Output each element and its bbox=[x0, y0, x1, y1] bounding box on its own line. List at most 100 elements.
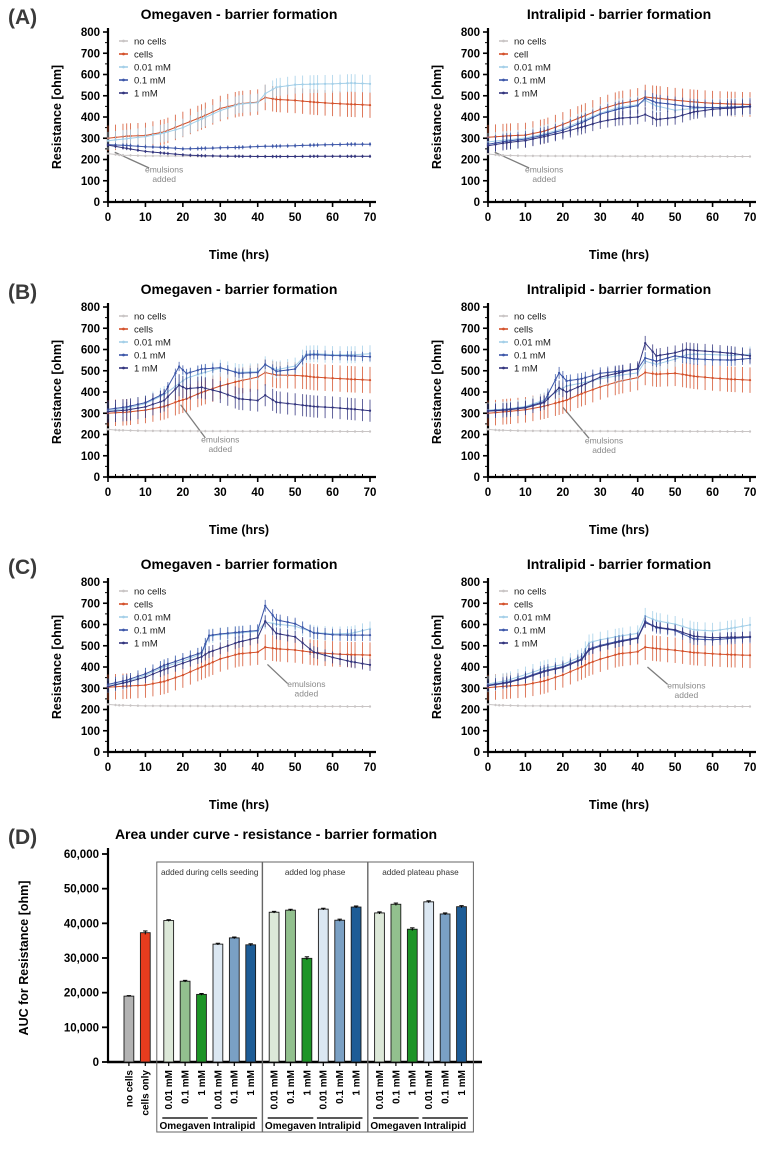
svg-text:300: 300 bbox=[81, 683, 100, 695]
svg-text:0: 0 bbox=[485, 212, 491, 224]
svg-text:0.01 mM: 0.01 mM bbox=[134, 613, 171, 624]
svg-text:30: 30 bbox=[594, 212, 607, 224]
svg-text:0: 0 bbox=[93, 1057, 99, 1069]
svg-text:400: 400 bbox=[461, 662, 480, 674]
svg-text:50: 50 bbox=[289, 487, 302, 499]
svg-text:100: 100 bbox=[461, 176, 480, 188]
chart-container-intralipid-b: Intralipid - barrier formation Resistance… bbox=[428, 279, 772, 546]
series-no-cells bbox=[486, 428, 752, 433]
svg-text:0.01 mM: 0.01 mM bbox=[424, 1070, 435, 1109]
chart-title: Intralipid - barrier formation bbox=[527, 556, 711, 572]
svg-text:700: 700 bbox=[81, 323, 100, 335]
svg-text:600: 600 bbox=[81, 70, 100, 82]
svg-text:20,000: 20,000 bbox=[64, 988, 99, 1000]
svg-text:0.01 mM: 0.01 mM bbox=[375, 1070, 386, 1109]
axes bbox=[483, 28, 756, 207]
phase-label: added plateau phase bbox=[382, 868, 459, 877]
svg-text:30,000: 30,000 bbox=[64, 953, 99, 965]
bar-0.01-mm: 0.01 mM bbox=[423, 900, 435, 1109]
y-axis-label: Resistance [ohm] bbox=[50, 615, 64, 719]
svg-text:Omegaven: Omegaven bbox=[160, 1121, 211, 1132]
svg-text:10: 10 bbox=[139, 762, 152, 774]
bar-0.1-mm: 0.1 mM bbox=[228, 936, 241, 1104]
x-axis-label: Time (hrs) bbox=[589, 248, 649, 262]
svg-text:700: 700 bbox=[81, 598, 100, 610]
intralipid-barrier-chart-c: Intralipid - barrier formation Resistance… bbox=[430, 556, 756, 812]
svg-text:500: 500 bbox=[81, 91, 100, 103]
svg-text:60: 60 bbox=[706, 212, 719, 224]
panel-label-c: (C) bbox=[8, 556, 38, 579]
bar-0.1-mm: 0.1 mM bbox=[179, 979, 192, 1104]
svg-text:200: 200 bbox=[461, 705, 480, 717]
y-axis-label: Resistance [ohm] bbox=[50, 65, 64, 169]
svg-text:50: 50 bbox=[669, 487, 682, 499]
svg-text:70: 70 bbox=[744, 212, 757, 224]
svg-text:cells: cells bbox=[134, 600, 153, 611]
chart-container-omegaven-a: Omegaven - barrier formation Resistance [… bbox=[48, 4, 392, 271]
svg-text:no cells: no cells bbox=[134, 587, 166, 598]
x-axis-label: Time (hrs) bbox=[589, 798, 649, 812]
svg-text:500: 500 bbox=[81, 641, 100, 653]
svg-text:1 mM: 1 mM bbox=[246, 1070, 257, 1096]
svg-text:200: 200 bbox=[461, 155, 480, 167]
svg-text:300: 300 bbox=[461, 408, 480, 420]
legend: no cells cells 0.01 mM 0.1 mM 1 mM bbox=[499, 587, 551, 650]
svg-text:500: 500 bbox=[461, 366, 480, 378]
svg-text:0.01 mM: 0.01 mM bbox=[514, 338, 551, 349]
panel-label-d: (D) bbox=[8, 826, 38, 849]
phase-group-boxes: added during cells seeding added log phas… bbox=[156, 861, 474, 1133]
svg-text:Intralipid: Intralipid bbox=[319, 1121, 361, 1132]
svg-text:1 mM: 1 mM bbox=[302, 1070, 313, 1096]
svg-text:0: 0 bbox=[474, 747, 480, 759]
svg-text:cells: cells bbox=[514, 325, 533, 336]
intralipid-barrier-chart-b: Intralipid - barrier formation Resistance… bbox=[430, 281, 756, 537]
svg-text:0.1 mM: 0.1 mM bbox=[514, 76, 546, 87]
series-no-cells bbox=[486, 703, 752, 708]
svg-text:added: added bbox=[152, 174, 176, 184]
svg-text:1 mM: 1 mM bbox=[134, 89, 158, 100]
series-0.01-mm bbox=[106, 74, 372, 150]
y-axis-label: Resistance [ohm] bbox=[430, 340, 444, 444]
series-0.1-mm bbox=[106, 142, 372, 151]
svg-text:400: 400 bbox=[81, 112, 100, 124]
svg-text:20: 20 bbox=[556, 212, 569, 224]
svg-text:600: 600 bbox=[81, 345, 100, 357]
svg-text:1 mM: 1 mM bbox=[514, 639, 538, 650]
series-no-cells bbox=[106, 703, 372, 708]
svg-text:700: 700 bbox=[461, 323, 480, 335]
svg-text:0: 0 bbox=[474, 197, 480, 209]
svg-text:emulsions: emulsions bbox=[667, 681, 705, 691]
svg-text:20: 20 bbox=[176, 762, 189, 774]
svg-text:50: 50 bbox=[289, 762, 302, 774]
svg-text:0.01 mM: 0.01 mM bbox=[164, 1070, 175, 1109]
svg-text:0.01 mM: 0.01 mM bbox=[134, 338, 171, 349]
emulsion-subgroup: Intralipid bbox=[316, 1117, 363, 1132]
svg-text:0.1 mM: 0.1 mM bbox=[134, 351, 166, 362]
svg-text:added: added bbox=[675, 690, 699, 700]
axes bbox=[483, 578, 756, 757]
axes bbox=[103, 28, 376, 207]
svg-text:0.1 mM: 0.1 mM bbox=[181, 1070, 192, 1104]
bar-0.01-mm: 0.01 mM bbox=[268, 910, 281, 1109]
svg-text:0.01 mM: 0.01 mM bbox=[270, 1070, 281, 1109]
svg-text:30: 30 bbox=[214, 487, 227, 499]
svg-text:no cells: no cells bbox=[134, 37, 166, 48]
svg-text:60: 60 bbox=[326, 762, 339, 774]
svg-text:10: 10 bbox=[139, 487, 152, 499]
svg-text:0: 0 bbox=[94, 747, 100, 759]
axes bbox=[483, 303, 756, 482]
svg-text:40: 40 bbox=[631, 762, 644, 774]
svg-text:Intralipid: Intralipid bbox=[213, 1121, 255, 1132]
bar-no-cells: no cells bbox=[123, 995, 135, 1107]
legend: no cells cells 0.01 mM 0.1 mM 1 mM bbox=[119, 37, 171, 100]
svg-text:30: 30 bbox=[594, 487, 607, 499]
svg-text:60: 60 bbox=[326, 487, 339, 499]
svg-text:50,000: 50,000 bbox=[64, 884, 99, 896]
chart-container-intralipid-c: Intralipid - barrier formation Resistance… bbox=[428, 554, 772, 821]
auc-bar-chart: Area under curve - resistance - barrier … bbox=[17, 826, 482, 1133]
svg-text:300: 300 bbox=[81, 408, 100, 420]
svg-text:added: added bbox=[592, 445, 616, 455]
svg-text:0.1 mM: 0.1 mM bbox=[134, 76, 166, 87]
